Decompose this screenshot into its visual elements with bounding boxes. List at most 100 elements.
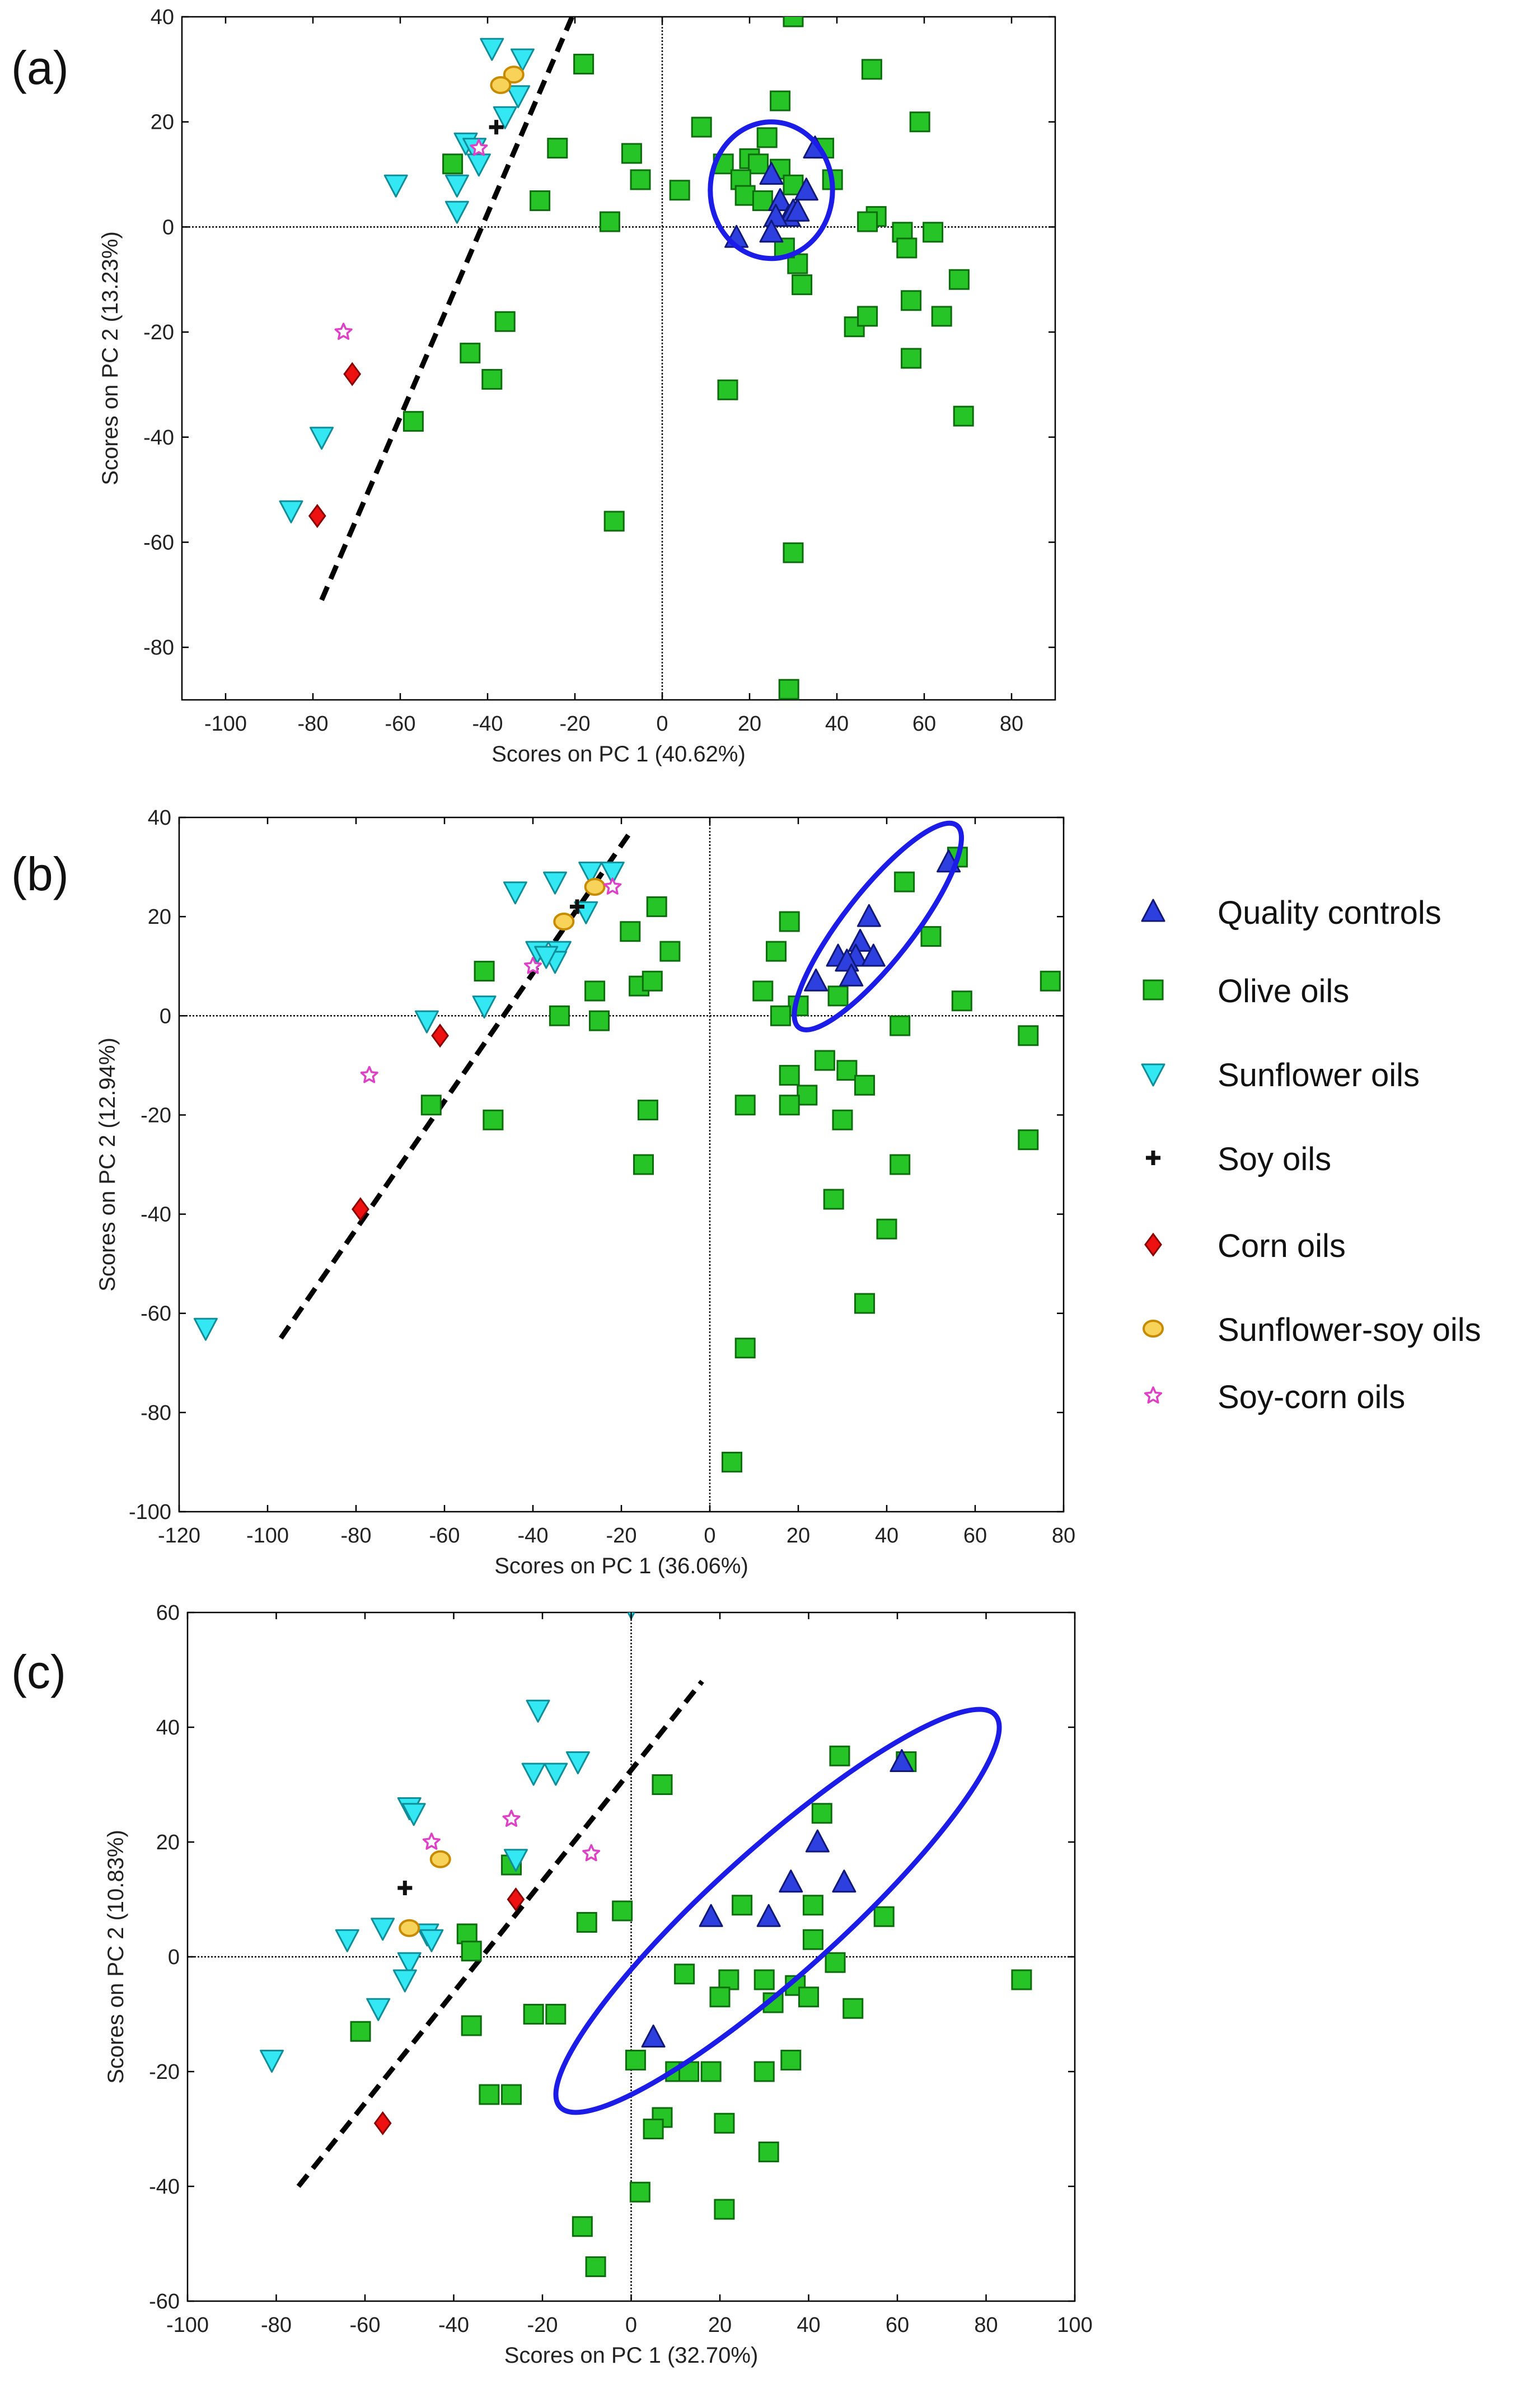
point-olive xyxy=(896,237,918,259)
point-olive xyxy=(1040,970,1061,992)
legend-marker-shape xyxy=(1141,899,1165,922)
point-sunflower xyxy=(544,1763,568,1786)
point-sunflower xyxy=(401,1803,426,1826)
x-axis-label: Scores on PC 1 (40.62%) xyxy=(492,742,746,766)
legend-label-olive-oils: Olive oils xyxy=(1218,973,1349,1009)
legend-marker-shape xyxy=(1146,1151,1160,1165)
point-qc xyxy=(768,188,793,211)
qc-ellipse xyxy=(553,1707,1002,2115)
legend-label-corn-oils: Corn oils xyxy=(1218,1228,1346,1264)
x-tick-label: -20 xyxy=(560,712,591,736)
point-olive xyxy=(620,921,641,942)
point-qc xyxy=(856,904,881,927)
point-olive xyxy=(573,53,595,74)
point-olive xyxy=(832,1109,853,1130)
point-corn xyxy=(507,1887,525,1912)
point-olive xyxy=(920,926,942,947)
y-tick-label: -40 xyxy=(141,1203,171,1227)
x-tick-label: 20 xyxy=(738,712,761,736)
point-qc xyxy=(764,204,788,227)
point-soycorn xyxy=(470,138,488,156)
point-olive xyxy=(402,411,424,432)
legend-marker-shape xyxy=(1144,1232,1162,1257)
x-tick-label: -40 xyxy=(472,712,503,736)
point-olive xyxy=(474,961,495,982)
point-olive xyxy=(599,211,620,232)
y-tick-label: -80 xyxy=(143,636,174,660)
point-olive xyxy=(802,1895,823,1916)
legend-label-soy-corn-oils: Soy-corn oils xyxy=(1218,1379,1405,1415)
x-tick-label: 40 xyxy=(875,1524,898,1548)
legend-label-quality-controls: Quality controls xyxy=(1218,895,1441,931)
point-olive xyxy=(483,1109,504,1130)
point-sunsoy xyxy=(429,1850,451,1868)
point-sunflower xyxy=(193,1317,218,1341)
y-tick-label: 0 xyxy=(162,216,174,239)
point-sunflower xyxy=(444,174,469,198)
point-corn xyxy=(343,362,362,386)
y-tick-label: -20 xyxy=(141,1104,171,1127)
x-tick-label: -120 xyxy=(158,1524,200,1548)
x-tick-label: -40 xyxy=(518,1524,549,1548)
point-olive xyxy=(674,1964,695,1985)
point-olive xyxy=(501,2084,522,2105)
x-axis-label: Scores on PC 1 (32.70%) xyxy=(504,2343,759,2368)
y-tick-label: 40 xyxy=(151,6,174,29)
y-tick-label: -80 xyxy=(141,1401,171,1425)
point-soy xyxy=(570,899,584,914)
y-tick-label: -40 xyxy=(143,426,174,450)
x-tick-label: -80 xyxy=(261,2313,292,2337)
point-olive xyxy=(766,941,787,962)
point-olive xyxy=(734,1338,756,1359)
point-olive xyxy=(876,1218,897,1240)
y-tick-label: 40 xyxy=(156,1716,180,1740)
x-tick-label: 0 xyxy=(704,1524,715,1548)
point-olive xyxy=(854,1074,875,1096)
x-tick-label: 40 xyxy=(797,2313,820,2337)
point-sunflower xyxy=(335,1929,359,1952)
point-sunflower xyxy=(414,1010,439,1034)
point-olive xyxy=(890,1015,911,1036)
point-olive xyxy=(857,211,878,232)
point-olive xyxy=(718,1969,739,1990)
point-soycorn xyxy=(334,322,353,340)
point-sunflower xyxy=(480,38,504,61)
point-olive xyxy=(953,405,974,427)
point-olive xyxy=(612,1900,633,1922)
point-olive xyxy=(802,1929,823,1950)
x-tick-label: -60 xyxy=(385,712,416,736)
y-tick-label: -100 xyxy=(129,1500,171,1524)
point-olive xyxy=(923,222,944,243)
point-sunflower xyxy=(543,871,567,895)
point-olive xyxy=(585,2256,606,2277)
point-olive xyxy=(827,985,849,1007)
point-sunflower xyxy=(521,1763,546,1786)
point-sunflower xyxy=(510,48,535,72)
point-soycorn xyxy=(360,1065,378,1083)
point-olive xyxy=(494,311,516,332)
y-tick-label: 0 xyxy=(160,1004,171,1028)
point-olive xyxy=(901,348,922,369)
point-olive xyxy=(545,2004,567,2025)
point-olive xyxy=(748,153,769,175)
y-tick-label: 20 xyxy=(156,1831,180,1854)
point-olive xyxy=(901,290,922,311)
point-qc xyxy=(759,219,784,243)
point-olive xyxy=(825,1952,846,1973)
legend-marker-soy-oils xyxy=(1146,1151,1160,1165)
point-olive xyxy=(814,1050,835,1071)
point-olive xyxy=(646,896,667,917)
point-olive xyxy=(753,2061,775,2082)
point-sunflower xyxy=(392,1969,417,1993)
point-corn xyxy=(308,504,326,529)
point-olive xyxy=(629,2181,650,2203)
legend-label-sunflower-soy-oils: Sunflower-soy oils xyxy=(1218,1312,1481,1348)
point-qc xyxy=(759,162,784,185)
panel-label: (c) xyxy=(11,1646,66,1698)
y-axis-label: Scores on PC 2 (13.23%) xyxy=(98,231,123,485)
point-corn xyxy=(352,1197,369,1222)
point-corn xyxy=(373,2111,392,2135)
point-olive xyxy=(652,1774,673,1795)
plot-area xyxy=(188,1612,1075,2301)
point-olive xyxy=(836,1060,858,1081)
